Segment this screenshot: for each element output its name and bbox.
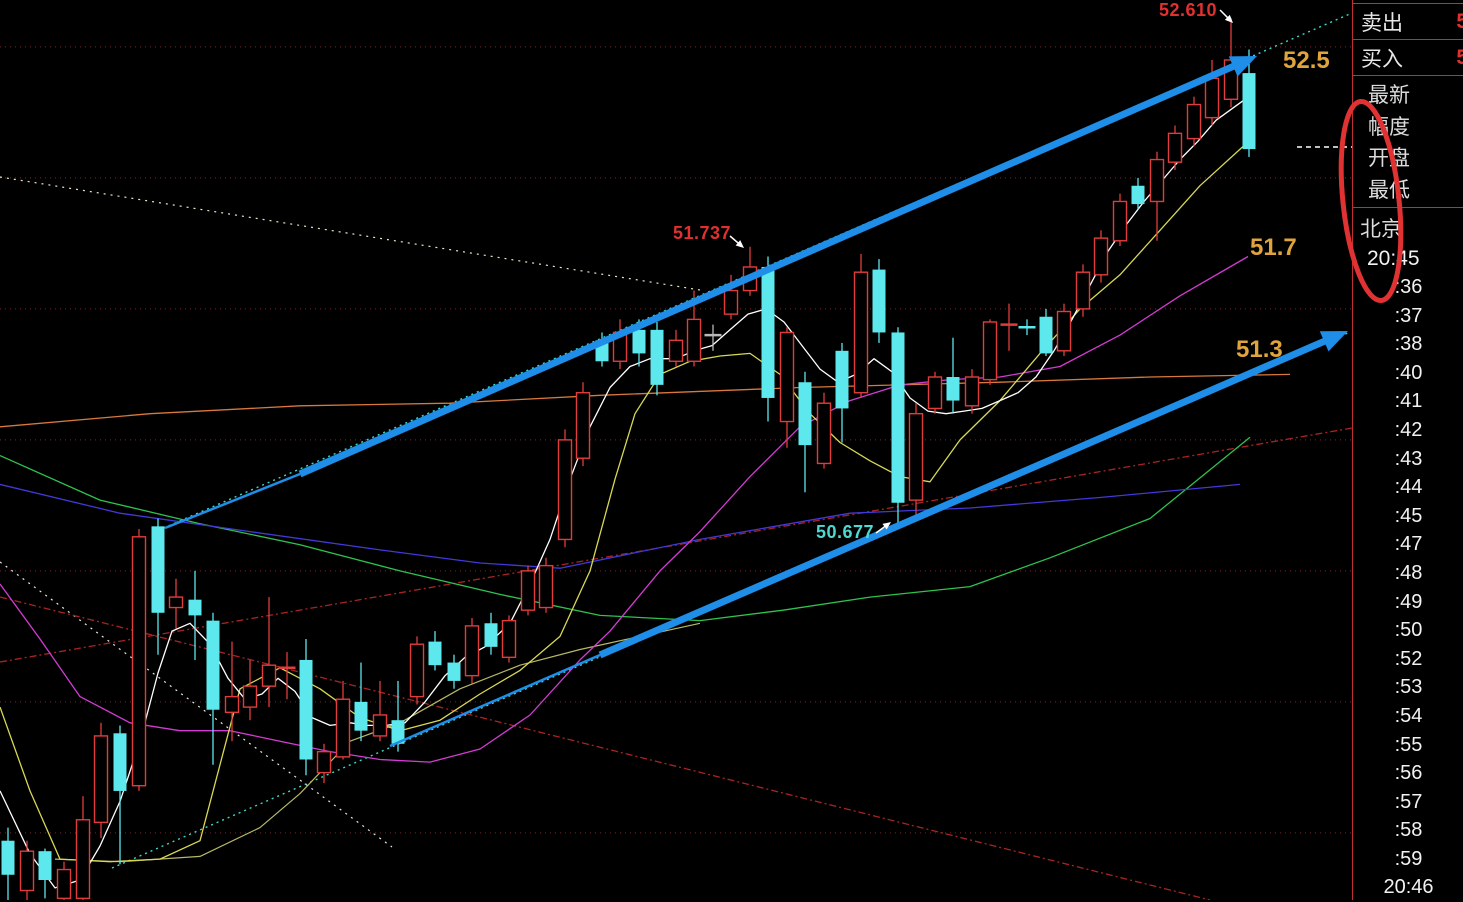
city-time: 20:45 bbox=[1367, 247, 1420, 270]
time-row: :40 bbox=[1394, 361, 1423, 384]
time-row: :49 bbox=[1394, 590, 1423, 613]
red-dashed-descending bbox=[0, 596, 1211, 900]
time-row: :44 bbox=[1394, 476, 1423, 499]
time-row: :58 bbox=[1394, 819, 1423, 842]
ma-indigo bbox=[0, 483, 1241, 569]
time-row: :53 bbox=[1394, 676, 1423, 699]
time-row: :50 bbox=[1394, 619, 1423, 642]
descending-dotted-upper bbox=[0, 176, 701, 291]
ma-green bbox=[0, 436, 1251, 622]
sell-label: 卖出 bbox=[1361, 11, 1403, 35]
time-row: 20:46 bbox=[1383, 876, 1434, 899]
lower-channel-arrow bbox=[1319, 331, 1348, 352]
time-row: :45 bbox=[1394, 504, 1423, 527]
ma-white bbox=[0, 98, 1246, 889]
annotation-price-label: 52.610 bbox=[1159, 0, 1218, 20]
time-row: :41 bbox=[1394, 390, 1423, 413]
time-row: :36 bbox=[1394, 276, 1423, 298]
pointer-arrow-icon bbox=[882, 522, 891, 530]
annotation-price-label: 51.737 bbox=[673, 223, 732, 243]
time-row: :42 bbox=[1394, 418, 1423, 441]
quote-info-box: 最新 幅度 开盘 最低 bbox=[1353, 75, 1463, 207]
pointer-arrow-icon bbox=[735, 240, 744, 248]
ma-yellow bbox=[0, 146, 1244, 863]
time-row: :37 bbox=[1394, 304, 1423, 327]
channel-upper-dotted bbox=[151, 12, 1352, 534]
time-row: :38 bbox=[1394, 333, 1423, 356]
info-label-latest: 最新 bbox=[1368, 83, 1410, 107]
time-row: :43 bbox=[1394, 447, 1423, 470]
city-label: 北京 bbox=[1360, 218, 1402, 241]
quote-panel: 卖出 5 买入 5 最新 幅度 开盘 最低 北京 20:45 :36 :37 :38… bbox=[1352, 0, 1463, 900]
time-row: :57 bbox=[1394, 790, 1423, 813]
clock-box: 北京 20:45 bbox=[1353, 207, 1463, 271]
time-row: :52 bbox=[1394, 647, 1423, 670]
time-row: :47 bbox=[1394, 533, 1423, 556]
time-row: :56 bbox=[1394, 762, 1423, 785]
ma-orange bbox=[0, 373, 1291, 428]
time-row: :48 bbox=[1394, 561, 1423, 584]
info-label-range: 幅度 bbox=[1368, 115, 1410, 139]
pointer-arrow-icon bbox=[1224, 14, 1233, 23]
buy-label: 买入 bbox=[1361, 47, 1403, 71]
info-label-open: 开盘 bbox=[1368, 147, 1410, 171]
time-row: :54 bbox=[1394, 704, 1423, 727]
info-label-low: 最低 bbox=[1368, 179, 1410, 203]
axis-price-label: 51.3 bbox=[1236, 336, 1283, 363]
up-channel-arrow bbox=[1228, 56, 1257, 77]
axis-price-label: 51.7 bbox=[1250, 234, 1297, 261]
time-list: :36 :37 :38 :40 :41 :42 :43 :44 :45 :47 :48 :49 :50:… bbox=[1353, 273, 1463, 902]
sell-quote-row[interactable]: 卖出 5 bbox=[1353, 3, 1463, 39]
time-row: :55 bbox=[1394, 733, 1423, 756]
ma-pale-yellow bbox=[54, 622, 701, 863]
annotation-price-label: 50.677 bbox=[816, 522, 875, 542]
buy-quote-row[interactable]: 买入 5 bbox=[1353, 39, 1463, 75]
axis-price-label: 52.5 bbox=[1283, 47, 1330, 74]
sell-value: 5 bbox=[1456, 10, 1463, 34]
buy-value: 5 bbox=[1456, 46, 1463, 70]
time-row: :59 bbox=[1394, 847, 1423, 870]
